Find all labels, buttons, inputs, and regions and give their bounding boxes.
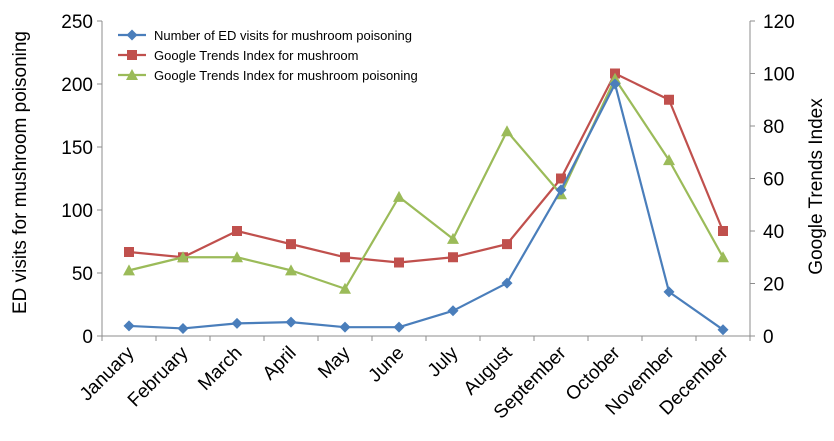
- series-line: [128, 72, 725, 264]
- data-point: [447, 305, 459, 317]
- legend-label: Number of ED visits for mushroom poisoni…: [154, 28, 412, 43]
- data-point: [556, 173, 566, 184]
- y-axis-right-title: Google Trends Index: [806, 98, 827, 275]
- y-right-tick-label: 20: [763, 275, 784, 296]
- data-point: [285, 264, 297, 276]
- x-tick-label: March: [194, 343, 246, 395]
- data-point: [447, 232, 459, 244]
- data-point: [231, 251, 243, 263]
- legend-swatch-marker: [127, 50, 137, 60]
- data-point: [718, 226, 728, 236]
- data-point: [609, 72, 621, 84]
- data-point: [339, 321, 351, 333]
- y-right-tick-label: 40: [763, 222, 784, 243]
- data-point: [286, 239, 296, 250]
- y-left-tick-label: 150: [61, 138, 93, 159]
- y-right-tick-label: 120: [763, 12, 795, 33]
- data-point: [393, 190, 405, 202]
- data-point: [285, 316, 297, 328]
- legend-entry: Google Trends Index for mushroom poisoni…: [118, 68, 418, 83]
- series-line: [128, 77, 724, 290]
- y-left-tick-label: 0: [82, 327, 93, 348]
- y-left-tick-label: 50: [72, 264, 93, 285]
- legend-entry: Google Trends Index for mushroom: [118, 48, 359, 63]
- y-right-tick-label: 0: [763, 327, 774, 348]
- data-point: [448, 252, 458, 263]
- legend: Number of ED visits for mushroom poisoni…: [118, 28, 418, 83]
- legend-label: Google Trends Index for mushroom: [154, 48, 359, 63]
- data-point: [177, 251, 189, 263]
- data-point: [663, 286, 675, 298]
- data-point: [501, 125, 513, 137]
- data-point: [177, 322, 189, 334]
- x-tick-label: June: [365, 343, 409, 387]
- data-point: [231, 317, 243, 329]
- legend-swatch-marker: [126, 69, 138, 80]
- y-left-tick-label: 100: [61, 201, 93, 222]
- data-point: [555, 184, 567, 196]
- legend-label: Google Trends Index for mushroom poisoni…: [154, 68, 418, 83]
- data-point: [232, 226, 242, 236]
- series-3: [123, 72, 729, 294]
- y-axis-left-title: ED visits for mushroom poisoning: [10, 31, 31, 314]
- y-right-tick-label: 60: [763, 170, 784, 191]
- data-point: [394, 257, 404, 268]
- data-point: [339, 282, 351, 294]
- data-point: [717, 324, 729, 336]
- data-point: [664, 94, 674, 105]
- x-tick-label: February: [124, 342, 193, 411]
- data-point: [123, 264, 135, 276]
- data-point: [501, 277, 513, 289]
- legend-entry: Number of ED visits for mushroom poisoni…: [118, 28, 412, 43]
- data-point: [609, 78, 621, 90]
- data-point: [717, 251, 729, 263]
- y-left-tick-label: 200: [61, 75, 93, 96]
- x-tick-label: April: [259, 343, 301, 385]
- data-point: [124, 247, 134, 257]
- data-point: [340, 252, 350, 263]
- series-1: [123, 78, 729, 336]
- x-tick-label: July: [424, 342, 463, 381]
- legend-swatch-marker: [126, 29, 138, 41]
- x-tick-label: May: [314, 342, 355, 383]
- y-right-tick-label: 80: [763, 117, 784, 138]
- y-left-tick-label: 250: [61, 12, 93, 33]
- y-right-tick-label: 100: [763, 65, 795, 86]
- data-point: [663, 154, 675, 166]
- series-layer: [123, 68, 729, 336]
- data-point: [502, 239, 512, 250]
- data-point: [393, 321, 405, 333]
- series-line: [128, 82, 724, 331]
- data-point: [123, 320, 135, 332]
